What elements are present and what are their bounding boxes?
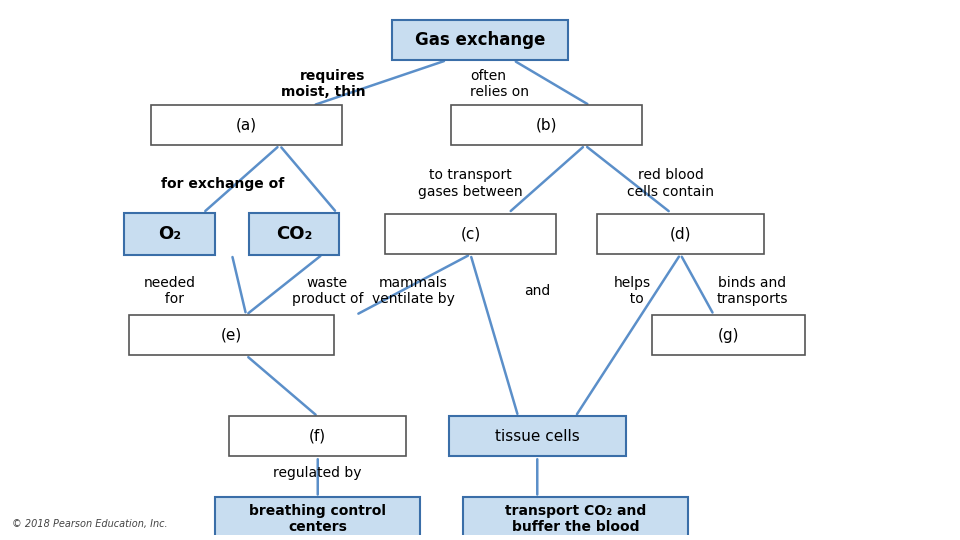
Text: for exchange of: for exchange of [160, 177, 284, 191]
Text: (a): (a) [235, 118, 256, 133]
Text: regulated by: regulated by [274, 466, 362, 480]
Text: tissue cells: tissue cells [495, 429, 580, 444]
Text: Gas exchange: Gas exchange [415, 31, 545, 49]
Text: binds and
transports: binds and transports [716, 276, 788, 306]
FancyBboxPatch shape [215, 497, 420, 540]
Text: to transport
gases between: to transport gases between [419, 168, 523, 199]
Text: needed
  for: needed for [144, 276, 196, 306]
FancyBboxPatch shape [464, 497, 687, 540]
Text: CO₂: CO₂ [276, 225, 312, 243]
FancyBboxPatch shape [229, 416, 406, 456]
FancyBboxPatch shape [652, 315, 804, 355]
Text: requires
moist, thin: requires moist, thin [281, 69, 366, 99]
Text: (b): (b) [536, 118, 558, 133]
Text: breathing control
centers: breathing control centers [250, 503, 386, 534]
Text: O₂: O₂ [158, 225, 181, 243]
Text: and: and [524, 284, 550, 298]
Text: (e): (e) [221, 328, 243, 343]
FancyBboxPatch shape [385, 214, 557, 254]
FancyBboxPatch shape [597, 214, 764, 254]
Text: red blood
cells contain: red blood cells contain [628, 168, 714, 199]
Text: (f): (f) [309, 429, 326, 444]
Text: mammals
ventilate by: mammals ventilate by [372, 276, 455, 306]
Text: (c): (c) [461, 227, 481, 241]
FancyBboxPatch shape [130, 315, 334, 355]
FancyBboxPatch shape [249, 213, 339, 255]
Text: waste
product of: waste product of [292, 276, 363, 306]
FancyBboxPatch shape [392, 20, 568, 60]
FancyBboxPatch shape [451, 105, 642, 145]
Text: © 2018 Pearson Education, Inc.: © 2018 Pearson Education, Inc. [12, 519, 168, 529]
Text: (d): (d) [670, 227, 691, 241]
FancyBboxPatch shape [125, 213, 215, 255]
Text: often
relies on: often relies on [470, 69, 530, 99]
Text: helps
  to: helps to [614, 276, 651, 306]
Text: transport CO₂ and
buffer the blood: transport CO₂ and buffer the blood [505, 503, 646, 534]
FancyBboxPatch shape [449, 416, 626, 456]
Text: (g): (g) [717, 328, 739, 343]
FancyBboxPatch shape [151, 105, 342, 145]
